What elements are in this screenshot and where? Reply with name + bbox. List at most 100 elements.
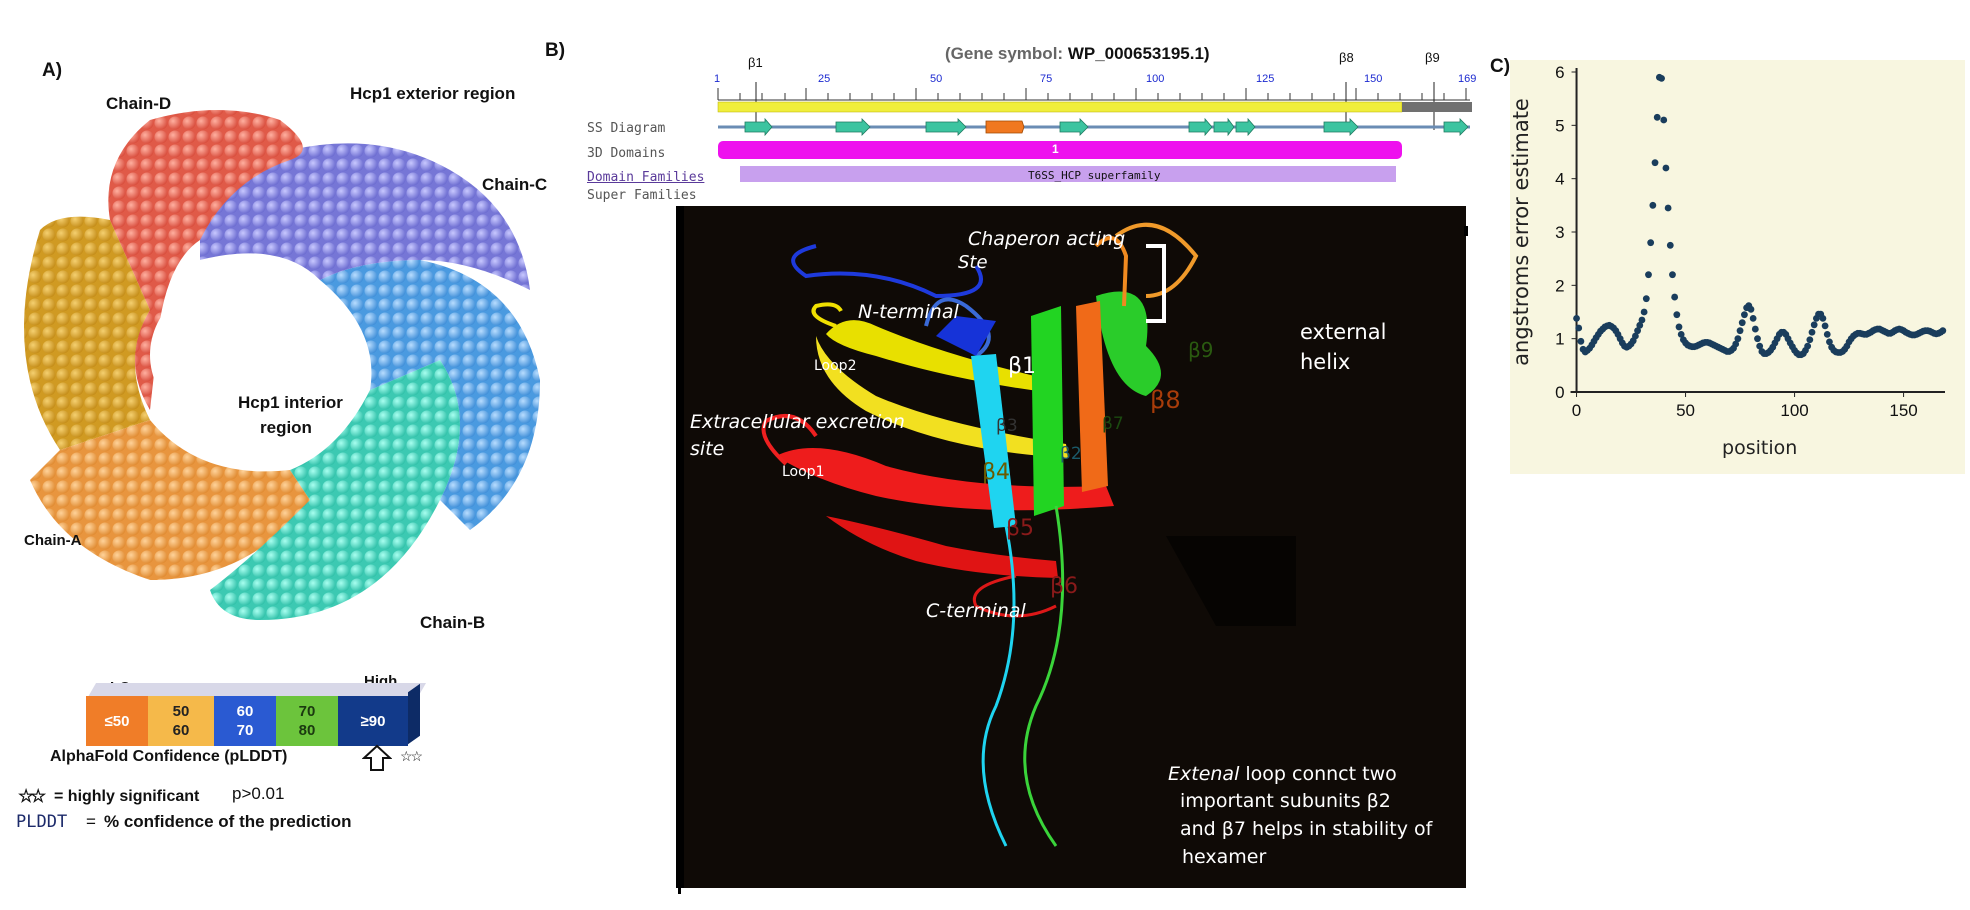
data-point (1741, 311, 1748, 319)
label-beta7: β7 (1102, 414, 1124, 434)
c-terminal-coil (973, 574, 1057, 618)
structure-edge-mark (1464, 226, 1468, 236)
plddt-equals: = (86, 812, 96, 831)
plddt-key: PLDDT (16, 812, 68, 832)
data-point (1647, 239, 1655, 247)
external-helix-bracket (1146, 244, 1166, 323)
error-estimate-chart: 0 1 2 3 4 5 6 0 50 100 150 position angstroms error … (1509, 63, 1947, 459)
data-point (1808, 328, 1816, 336)
plddt-definition: % confidence of the prediction (104, 812, 352, 831)
sequence-coverage-bar (717, 101, 1403, 113)
label-beta4: β4 (982, 460, 1011, 485)
label-beta9: β9 (1188, 338, 1214, 362)
x-tick-label: 100 (1780, 401, 1808, 420)
track-3d-domains: 3D Domains (587, 146, 666, 161)
sequence-uncovered-bar (1402, 102, 1472, 112)
data-point (1734, 335, 1742, 343)
data-point (1826, 338, 1833, 346)
data-point (1577, 337, 1585, 345)
data-point (1649, 201, 1657, 209)
label-beta1: β1 (1008, 354, 1037, 379)
beta8-sheet (1076, 301, 1108, 492)
domain-family-bar (740, 166, 1396, 182)
sequence-track-svg (717, 82, 1472, 182)
label-external-helix-1: external (1300, 320, 1387, 344)
beta3-sheet (826, 320, 1060, 394)
label-beta8: β8 (1150, 386, 1181, 414)
note-line-3: and β7 helps in stability of (1180, 818, 1433, 840)
data-point (1821, 322, 1829, 330)
label-beta3: β3 (996, 416, 1018, 436)
x-tick-label: 0 (1572, 401, 1581, 420)
beta8-top-label: β8 (1339, 50, 1354, 65)
gene-title-symbol: WP_000653195.1) (1067, 44, 1210, 63)
gene-title: (Gene symbol: WP_000653195.1) (945, 44, 1210, 64)
track-super-families: Super Families (587, 188, 697, 203)
y-tick-label: 0 (1555, 383, 1564, 402)
data-point (1634, 327, 1641, 335)
n-terminal-coil (791, 244, 983, 299)
loop2-coil (811, 302, 843, 328)
label-beta6: β6 (1050, 574, 1079, 599)
chain-c-segment (200, 143, 530, 290)
domain-3d-label: 1 (1052, 142, 1059, 156)
track-ss-diagram: SS Diagram (587, 121, 666, 136)
ss-helix (985, 120, 1025, 134)
data-point (1632, 332, 1639, 340)
note-italic: Extenal (1168, 763, 1240, 785)
data-point (1751, 325, 1759, 333)
tick-75: 75 (1040, 73, 1053, 85)
tick-25: 25 (818, 73, 831, 85)
orange-coil (1094, 236, 1129, 307)
data-point (1645, 271, 1652, 279)
legend-bin-1: ≤50 (86, 696, 148, 746)
panel-c-letter: C) (1490, 56, 1511, 77)
data-point (1671, 293, 1679, 301)
n-loop (924, 297, 991, 358)
data-point (1754, 335, 1761, 343)
label-interior-2: region (260, 418, 312, 437)
chain-e-segment (24, 216, 150, 450)
data-point (1677, 331, 1685, 338)
external-helix-shape (1096, 291, 1161, 396)
data-point (1804, 342, 1812, 350)
shadow-shape (1166, 536, 1296, 626)
green-coil (1023, 505, 1065, 847)
y-tick-label: 6 (1555, 63, 1564, 82)
up-arrow-icon (362, 744, 392, 771)
data-point (1660, 116, 1668, 124)
gene-title-prefix: (Gene symbol: (945, 44, 1068, 63)
panel-a-letter: A) (42, 60, 63, 81)
legend-bin-4: 70 80 (276, 696, 338, 746)
data-point (1823, 331, 1831, 338)
domain-family-label: T6SS_HCP superfamily (1028, 169, 1161, 182)
chaperon-loop (1114, 222, 1199, 298)
label-exterior-region: Hcp1 exterior region (350, 84, 516, 103)
domain-3d-bar (718, 141, 1402, 159)
data-point (1651, 159, 1659, 167)
beta1-top-label: β1 (748, 55, 763, 70)
data-point (1756, 342, 1764, 350)
beta7-sheet (1031, 306, 1064, 516)
data-point (1662, 164, 1670, 172)
tick-125: 125 (1256, 73, 1275, 85)
hcp1-hexamer-ring (24, 110, 540, 620)
data-point (1732, 340, 1740, 348)
tick-100: 100 (1146, 73, 1165, 85)
legend-bar-shadow (87, 683, 427, 697)
data-point (1749, 315, 1757, 322)
y-tick-label: 5 (1555, 116, 1564, 135)
track-domain-families[interactable]: Domain Families (587, 170, 705, 185)
label-extracellular-1: Extracellular excretion (690, 411, 905, 433)
x-tick-label: 150 (1889, 401, 1917, 420)
beta1-sheet (936, 316, 996, 356)
data-point (1738, 319, 1746, 327)
double-star-icon-key: ☆☆ (18, 786, 46, 806)
data-point (1642, 295, 1650, 303)
data-point (1653, 113, 1661, 121)
label-chain-c: Chain-C (482, 175, 548, 194)
chain-a-segment (30, 420, 310, 580)
label-beta2: β2 (1060, 444, 1082, 464)
label-loop1: Loop1 (782, 464, 825, 480)
chain-f-segment (320, 260, 540, 530)
